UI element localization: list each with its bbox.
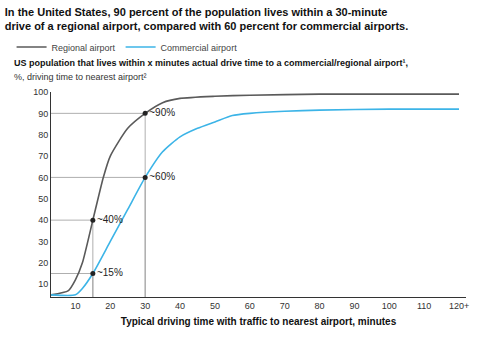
- svg-text:70: 70: [280, 301, 290, 311]
- svg-text:%, driving time to nearest air: %, driving time to nearest airport²: [14, 72, 147, 82]
- svg-text:~40%: ~40%: [97, 214, 123, 225]
- svg-text:Typical driving time with traf: Typical driving time with traffic to nea…: [121, 316, 397, 327]
- svg-text:90: 90: [38, 109, 48, 119]
- svg-text:30: 30: [38, 237, 48, 247]
- svg-text:50: 50: [210, 301, 220, 311]
- svg-text:~90%: ~90%: [149, 107, 175, 118]
- svg-text:100: 100: [382, 301, 397, 311]
- svg-text:In the United States, 90 perce: In the United States, 90 percent of the …: [5, 6, 408, 32]
- svg-text:40: 40: [175, 301, 185, 311]
- svg-text:60: 60: [38, 173, 48, 183]
- svg-text:90: 90: [349, 301, 359, 311]
- svg-text:50: 50: [38, 194, 48, 204]
- svg-text:80: 80: [38, 130, 48, 140]
- svg-text:10: 10: [70, 301, 80, 311]
- svg-text:~60%: ~60%: [149, 171, 175, 182]
- svg-text:30: 30: [140, 301, 150, 311]
- svg-text:Commercial airport: Commercial airport: [161, 43, 238, 53]
- svg-text:20: 20: [105, 301, 115, 311]
- svg-text:Regional airport: Regional airport: [52, 43, 116, 53]
- svg-text:10: 10: [38, 279, 48, 289]
- svg-text:70: 70: [38, 151, 48, 161]
- svg-text:100: 100: [33, 87, 48, 97]
- svg-text:20: 20: [38, 258, 48, 268]
- svg-text:80: 80: [315, 301, 325, 311]
- svg-text:60: 60: [245, 301, 255, 311]
- svg-text:US population that lives withi: US population that lives within x minute…: [14, 58, 408, 68]
- svg-text:40: 40: [38, 215, 48, 225]
- svg-text:~15%: ~15%: [97, 267, 123, 278]
- svg-text:120+: 120+: [449, 301, 469, 311]
- svg-text:110: 110: [417, 301, 431, 311]
